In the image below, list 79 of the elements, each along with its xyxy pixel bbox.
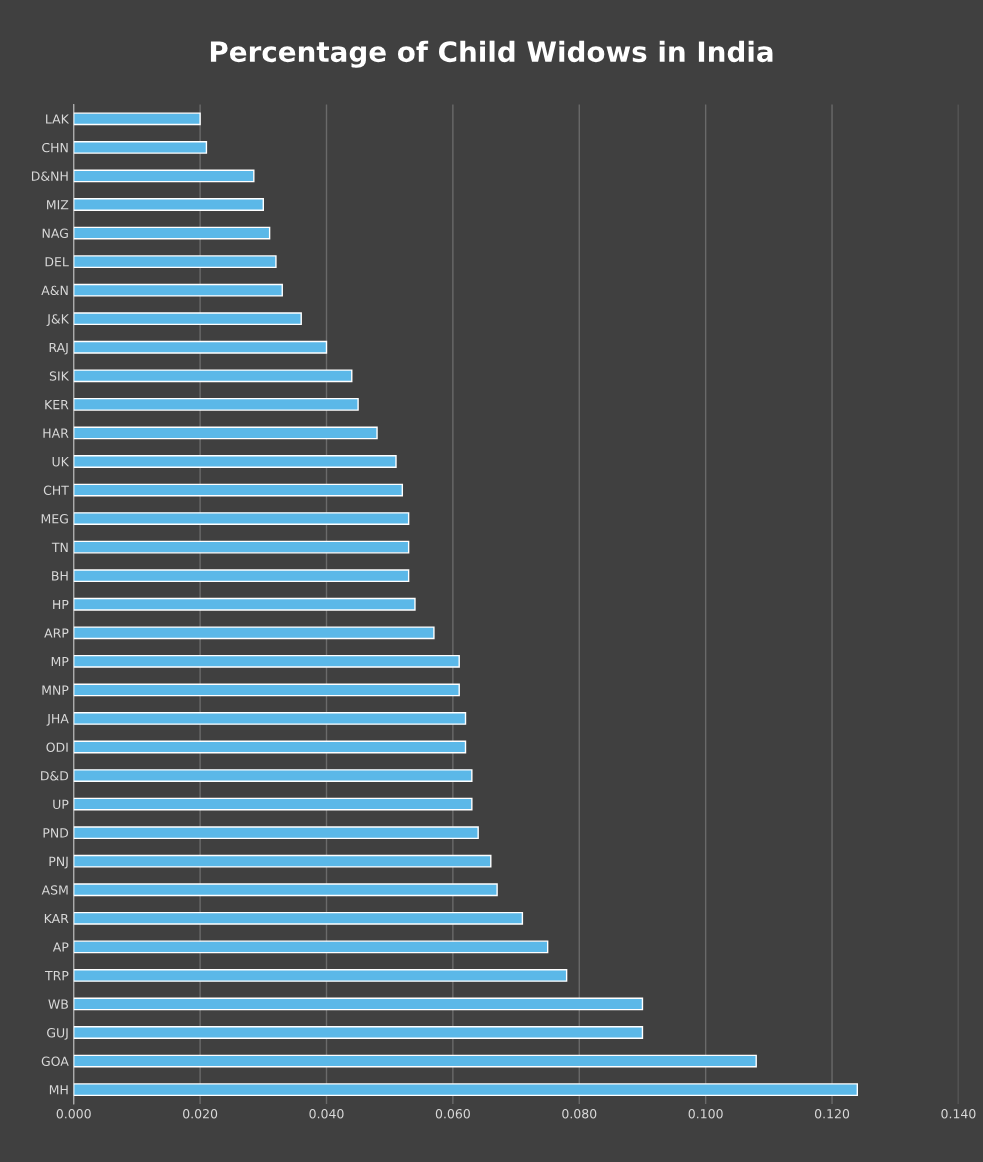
y-tick-label: GOA — [41, 1056, 69, 1066]
bar — [73, 226, 271, 240]
y-tick-label: NAG — [42, 228, 68, 238]
y-tick-label: RAJ — [49, 342, 68, 355]
bar — [73, 854, 492, 868]
bar — [73, 397, 359, 411]
x-tick-label: 0.020 — [183, 1108, 218, 1119]
bar — [73, 169, 255, 183]
bar — [73, 540, 410, 554]
bar — [73, 283, 283, 297]
y-tick-label: D&NH — [31, 171, 68, 181]
y-tick-label: KER — [45, 400, 69, 410]
y-tick-label: UK — [52, 457, 70, 467]
bar — [73, 569, 410, 583]
bar — [73, 426, 378, 440]
chart-title: Percentage of Child Widows in India — [210, 40, 773, 68]
y-tick-label: DEL — [45, 257, 69, 267]
y-tick-label: MNP — [42, 685, 69, 695]
bar — [73, 769, 473, 782]
bar — [73, 969, 568, 982]
bar — [73, 797, 473, 811]
bar — [73, 512, 410, 525]
y-tick-label: MP — [51, 656, 69, 667]
y-tick-label: TN — [51, 542, 68, 552]
bar — [73, 712, 467, 725]
bar — [73, 340, 328, 354]
y-tick-label: ASM — [41, 885, 68, 895]
bar — [73, 255, 277, 269]
y-tick-label: ARP — [44, 628, 69, 638]
y-tick-label: CHN — [42, 142, 68, 153]
bar — [73, 1026, 644, 1039]
bar — [73, 112, 201, 126]
bar — [73, 940, 549, 954]
y-tick-label: A&N — [41, 285, 68, 296]
y-tick-label: ODI — [46, 742, 68, 752]
y-tick-label: HP — [53, 599, 69, 609]
bar — [73, 455, 397, 468]
bar — [73, 369, 353, 383]
y-tick-label: WB — [48, 999, 68, 1009]
y-tick-label: GUJ — [47, 1027, 68, 1040]
x-tick-label: 0.100 — [688, 1108, 723, 1119]
x-tick-label: 0.060 — [435, 1108, 470, 1119]
x-tick-label: 0.120 — [814, 1108, 850, 1119]
y-tick-label: SIK — [49, 371, 70, 381]
bar — [73, 626, 435, 640]
y-tick-label: D&D — [41, 771, 69, 781]
bar — [73, 312, 302, 326]
bar — [73, 654, 460, 668]
y-tick-label: J&K — [46, 314, 70, 326]
x-tick-label: 0.080 — [562, 1108, 597, 1119]
bar — [73, 483, 404, 497]
bar — [73, 997, 644, 1011]
y-tick-label: MEG — [41, 514, 68, 524]
y-tick-label: TRP — [44, 971, 69, 981]
y-tick-label: KAR — [44, 913, 69, 924]
y-tick-label: MH — [49, 1085, 68, 1095]
x-tick-label: 0.000 — [56, 1108, 91, 1119]
bar — [73, 883, 498, 897]
bar — [73, 683, 460, 697]
y-tick-label: HAR — [43, 428, 69, 438]
y-tick-label: CHT — [43, 485, 69, 495]
bar — [73, 1083, 859, 1097]
y-tick-label: MIZ — [47, 200, 69, 210]
y-tick-label: LAK — [46, 114, 70, 124]
x-tick-label: 0.140 — [941, 1108, 976, 1119]
y-tick-label: PND — [43, 828, 69, 838]
bar — [73, 198, 264, 211]
y-tick-label: BH — [52, 571, 68, 581]
y-tick-label: AP — [52, 942, 69, 952]
y-tick-label: UP — [53, 799, 69, 810]
bar — [73, 826, 479, 840]
y-tick-label: PNJ — [49, 856, 68, 869]
bar — [73, 597, 416, 611]
bar — [73, 740, 467, 754]
x-tick-label: 0.040 — [309, 1108, 344, 1119]
bar — [73, 911, 524, 925]
bar — [73, 141, 208, 154]
bar — [73, 1054, 757, 1068]
y-tick-label: JHA — [46, 714, 69, 726]
